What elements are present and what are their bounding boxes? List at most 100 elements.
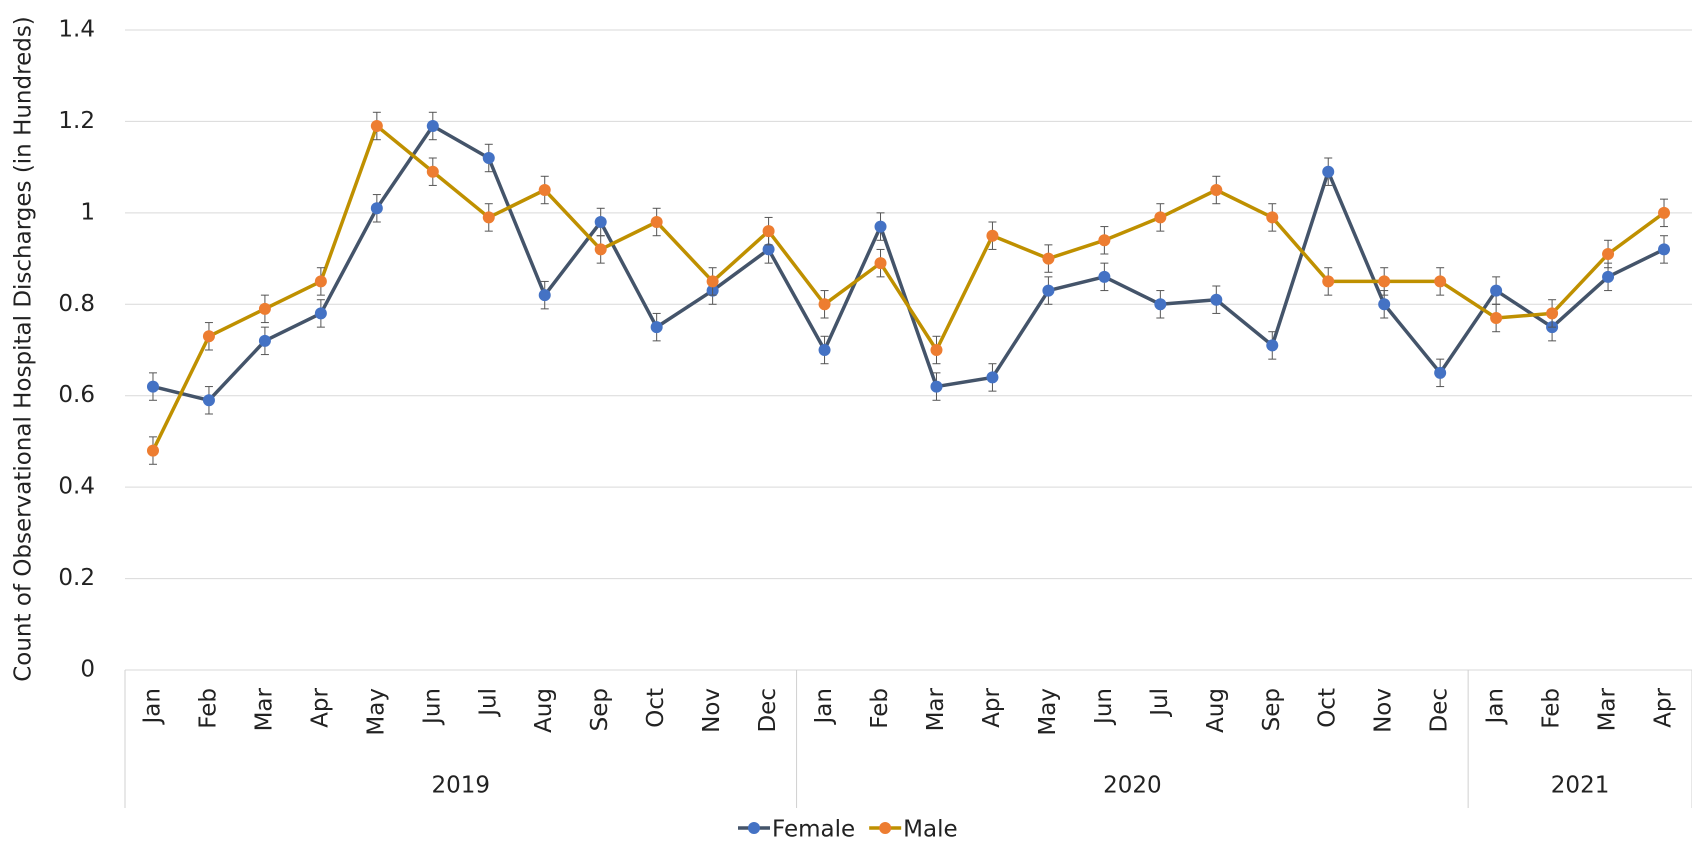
x-tick-label: Dec bbox=[755, 688, 781, 733]
y-tick-label: 0 bbox=[80, 657, 95, 683]
x-tick-label: Sep bbox=[1259, 688, 1285, 731]
data-point bbox=[1378, 298, 1391, 311]
data-point bbox=[706, 275, 719, 288]
legend-marker bbox=[748, 822, 760, 834]
x-tick-label: Jul bbox=[475, 688, 501, 718]
data-point bbox=[762, 225, 775, 238]
data-point bbox=[202, 394, 215, 407]
x-tick-label: Nov bbox=[699, 688, 725, 733]
data-point bbox=[1490, 284, 1503, 297]
data-point bbox=[314, 307, 327, 320]
data-point bbox=[146, 444, 159, 457]
data-point bbox=[1210, 293, 1223, 306]
x-tick-label: Mar bbox=[1595, 687, 1621, 731]
group-label: 2021 bbox=[1551, 773, 1610, 799]
data-point bbox=[986, 371, 999, 384]
x-tick-label: Apr bbox=[979, 687, 1005, 727]
data-point bbox=[1210, 184, 1223, 196]
group-label: 2020 bbox=[1103, 773, 1162, 799]
x-tick-label: Oct bbox=[643, 688, 669, 728]
data-point bbox=[1602, 270, 1615, 283]
data-point bbox=[1490, 312, 1503, 324]
data-point bbox=[258, 302, 271, 315]
x-tick-label: Jan bbox=[811, 688, 837, 725]
data-point bbox=[594, 243, 607, 256]
x-tick-label: Jun bbox=[1091, 688, 1117, 726]
x-tick-label: Jan bbox=[139, 688, 165, 725]
data-point bbox=[1266, 211, 1279, 224]
x-tick-label: Apr bbox=[1651, 687, 1677, 727]
data-point bbox=[1266, 339, 1279, 352]
data-point bbox=[650, 321, 663, 334]
x-tick-label: Jan bbox=[1483, 688, 1509, 725]
data-point bbox=[258, 334, 271, 347]
legend-label: Male bbox=[903, 817, 957, 843]
y-tick-label: 1.2 bbox=[58, 108, 95, 134]
data-point bbox=[314, 275, 327, 288]
data-point bbox=[594, 216, 607, 228]
x-tick-label: Jul bbox=[1147, 688, 1173, 718]
legend-label: Female bbox=[772, 817, 855, 843]
y-tick-label: 1 bbox=[80, 199, 95, 225]
x-tick-label: Oct bbox=[1315, 688, 1341, 728]
data-point bbox=[146, 380, 159, 393]
data-point bbox=[1658, 206, 1671, 219]
x-tick-label: Aug bbox=[531, 688, 557, 733]
data-point bbox=[1098, 234, 1111, 247]
data-point bbox=[426, 165, 439, 178]
data-point bbox=[650, 216, 663, 228]
data-point bbox=[538, 184, 551, 196]
x-tick-label: Sep bbox=[587, 688, 613, 731]
data-point bbox=[1322, 165, 1335, 178]
data-point bbox=[930, 380, 943, 393]
x-tick-label: Apr bbox=[307, 687, 333, 727]
x-tick-label: May bbox=[363, 688, 389, 736]
x-tick-label: Nov bbox=[1371, 688, 1397, 733]
data-point bbox=[370, 202, 383, 215]
data-point bbox=[1042, 252, 1055, 265]
data-point bbox=[1154, 211, 1167, 224]
group-label: 2019 bbox=[432, 773, 491, 799]
x-tick-label: Mar bbox=[923, 687, 949, 731]
x-tick-label: Feb bbox=[1539, 688, 1565, 729]
y-tick-label: 0.2 bbox=[58, 565, 95, 591]
data-point bbox=[762, 243, 775, 256]
data-point bbox=[1658, 243, 1671, 256]
data-point bbox=[1434, 275, 1447, 288]
x-tick-label: Aug bbox=[1203, 688, 1229, 733]
data-point bbox=[1378, 275, 1391, 288]
data-point bbox=[818, 344, 831, 356]
y-tick-label: 0.4 bbox=[58, 474, 95, 500]
data-point bbox=[1434, 366, 1447, 379]
data-point bbox=[1546, 307, 1559, 320]
x-tick-label: Feb bbox=[195, 688, 221, 729]
legend-marker bbox=[879, 822, 892, 834]
x-tick-label: May bbox=[1035, 688, 1061, 736]
x-tick-label: Dec bbox=[1427, 688, 1453, 733]
data-point bbox=[1602, 248, 1615, 260]
y-tick-label: 1.4 bbox=[58, 17, 95, 43]
data-point bbox=[1042, 284, 1055, 297]
data-point bbox=[482, 152, 495, 164]
data-point bbox=[370, 120, 383, 132]
data-point bbox=[930, 344, 943, 356]
data-point bbox=[874, 220, 887, 233]
y-tick-label: 0.8 bbox=[58, 291, 95, 317]
data-point bbox=[874, 257, 887, 270]
data-point bbox=[986, 229, 999, 242]
data-point bbox=[426, 120, 439, 132]
data-point bbox=[1098, 270, 1111, 283]
y-axis-title: Count of Observational Hospital Discharg… bbox=[11, 16, 37, 682]
data-point bbox=[202, 330, 215, 343]
data-point bbox=[482, 211, 495, 224]
y-tick-label: 0.6 bbox=[58, 382, 95, 408]
data-point bbox=[1322, 275, 1335, 288]
data-point bbox=[1154, 298, 1167, 311]
data-point bbox=[538, 289, 551, 302]
data-point bbox=[818, 298, 831, 311]
x-tick-label: Mar bbox=[251, 687, 277, 731]
x-tick-label: Feb bbox=[867, 688, 893, 729]
x-tick-label: Jun bbox=[419, 688, 445, 726]
series-line bbox=[151, 124, 1666, 452]
